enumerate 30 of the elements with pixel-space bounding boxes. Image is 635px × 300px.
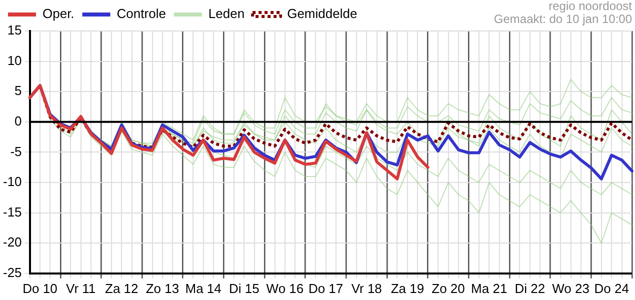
x-tick-label: Wo 16	[266, 280, 304, 296]
x-tick-label: Wo 23	[552, 280, 590, 296]
y-tick-label: -25	[2, 264, 22, 280]
x-tick-label: Za 12	[105, 280, 138, 296]
y-tick-label: 10	[7, 52, 22, 68]
y-tick-label: -10	[2, 174, 22, 190]
x-tick-label: Zo 20	[432, 280, 465, 296]
y-tick-label: -20	[2, 234, 22, 250]
x-tick-label: Do 17	[308, 280, 344, 296]
x-tick-label: Za 19	[390, 280, 424, 296]
x-tick-label: Ma 14	[185, 280, 222, 296]
x-tick-label: Zo 13	[146, 280, 180, 296]
legend-label: Controle	[116, 6, 166, 22]
legend-label: Oper.	[42, 6, 74, 22]
legend-label: Gemiddelde	[287, 6, 358, 22]
text: regio noordoost	[548, 0, 632, 13]
legend-label: Leden	[208, 6, 245, 22]
y-tick-label: 15	[7, 22, 22, 38]
x-tick-label: Do 24	[594, 280, 629, 296]
text: Gemaakt: do 10 jan 10:00	[494, 12, 632, 26]
x-tick-label: Vr 18	[351, 280, 382, 296]
y-tick-label: 5	[14, 83, 22, 98]
x-tick-label: Vr 11	[66, 280, 96, 296]
x-tick-label: Di 15	[228, 280, 260, 296]
x-tick-label: Ma 21	[471, 280, 508, 296]
y-tick-label: -5	[10, 144, 22, 159]
y-tick-label: 0	[14, 113, 22, 128]
y-tick-label: -15	[2, 204, 22, 220]
x-tick-label: Di 22	[514, 280, 546, 296]
x-tick-label: Do 10	[22, 280, 58, 296]
